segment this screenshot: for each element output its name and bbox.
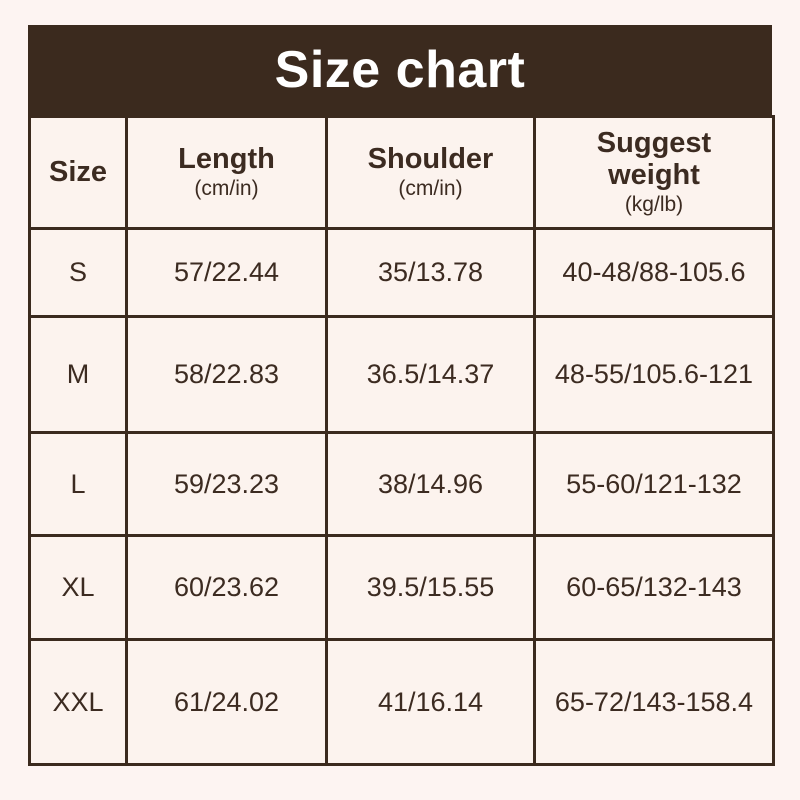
size-table: Size Length (cm/in) Shoulder (cm/in) Sug… xyxy=(28,115,775,766)
table-row-xl: XL 60/23.62 39.5/15.55 60-65/132-143 xyxy=(28,534,775,641)
column-label: Size xyxy=(48,155,108,188)
length-value: 61/24.02 xyxy=(125,638,328,766)
column-header-shoulder: Shoulder (cm/in) xyxy=(325,115,536,230)
table-row-s: S 57/22.44 35/13.78 40-48/88-105.6 xyxy=(28,227,775,318)
size-value: M xyxy=(28,315,128,434)
size-value: S xyxy=(28,227,128,318)
table-row-l: L 59/23.23 38/14.96 55-60/121-132 xyxy=(28,431,775,537)
length-value: 59/23.23 xyxy=(125,431,328,537)
size-value: L xyxy=(28,431,128,537)
column-unit: (cm/in) xyxy=(398,177,463,201)
column-header-size: Size xyxy=(28,115,128,230)
page-title: Size chart xyxy=(274,41,526,99)
shoulder-value: 35/13.78 xyxy=(325,227,536,318)
column-label: Suggest weight xyxy=(596,126,712,191)
shoulder-value: 39.5/15.55 xyxy=(325,534,536,641)
weight-value: 40-48/88-105.6 xyxy=(533,227,775,318)
column-header-length: Length (cm/in) xyxy=(125,115,328,230)
column-label: Shoulder xyxy=(367,142,494,175)
header-row: Size Length (cm/in) Shoulder (cm/in) Sug… xyxy=(28,115,775,230)
size-value: XXL xyxy=(28,638,128,766)
table-row-m: M 58/22.83 36.5/14.37 48-55/105.6-121 xyxy=(28,315,775,434)
column-unit: (kg/lb) xyxy=(624,193,684,217)
weight-value: 65-72/143-158.4 xyxy=(533,638,775,766)
weight-value: 60-65/132-143 xyxy=(533,534,775,641)
weight-value: 48-55/105.6-121 xyxy=(533,315,775,434)
column-unit: (cm/in) xyxy=(194,177,259,201)
column-label: Length xyxy=(178,142,275,175)
shoulder-value: 36.5/14.37 xyxy=(325,315,536,434)
length-value: 60/23.62 xyxy=(125,534,328,641)
shoulder-value: 38/14.96 xyxy=(325,431,536,537)
size-value: XL xyxy=(28,534,128,641)
column-header-suggest-weight: Suggest weight (kg/lb) xyxy=(533,115,775,230)
length-value: 57/22.44 xyxy=(125,227,328,318)
shoulder-value: 41/16.14 xyxy=(325,638,536,766)
table-row-xxl: XXL 61/24.02 41/16.14 65-72/143-158.4 xyxy=(28,638,775,766)
title-bar: Size chart xyxy=(28,25,772,115)
length-value: 58/22.83 xyxy=(125,315,328,434)
weight-value: 55-60/121-132 xyxy=(533,431,775,537)
